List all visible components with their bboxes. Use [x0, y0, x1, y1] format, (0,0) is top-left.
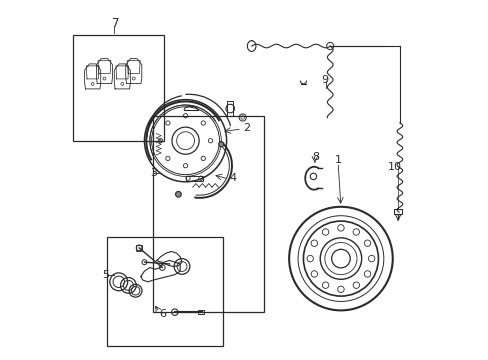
Bar: [107, 237, 223, 346]
Bar: [393, 208, 402, 214]
Text: 9: 9: [320, 75, 327, 85]
Text: 8: 8: [312, 152, 319, 162]
Circle shape: [175, 192, 181, 197]
Bar: [198, 310, 204, 314]
Bar: [136, 245, 142, 251]
Circle shape: [218, 142, 224, 147]
Bar: [73, 35, 164, 141]
Text: 7: 7: [111, 17, 119, 30]
Text: 5: 5: [102, 270, 109, 280]
Text: 10: 10: [386, 162, 401, 172]
Bar: [227, 102, 233, 116]
Text: 6: 6: [159, 309, 166, 319]
Text: 3: 3: [149, 168, 157, 178]
Text: 2: 2: [242, 123, 249, 133]
Text: 4: 4: [229, 173, 236, 183]
Text: 1: 1: [335, 156, 342, 165]
Bar: [153, 116, 264, 312]
Bar: [185, 176, 203, 181]
